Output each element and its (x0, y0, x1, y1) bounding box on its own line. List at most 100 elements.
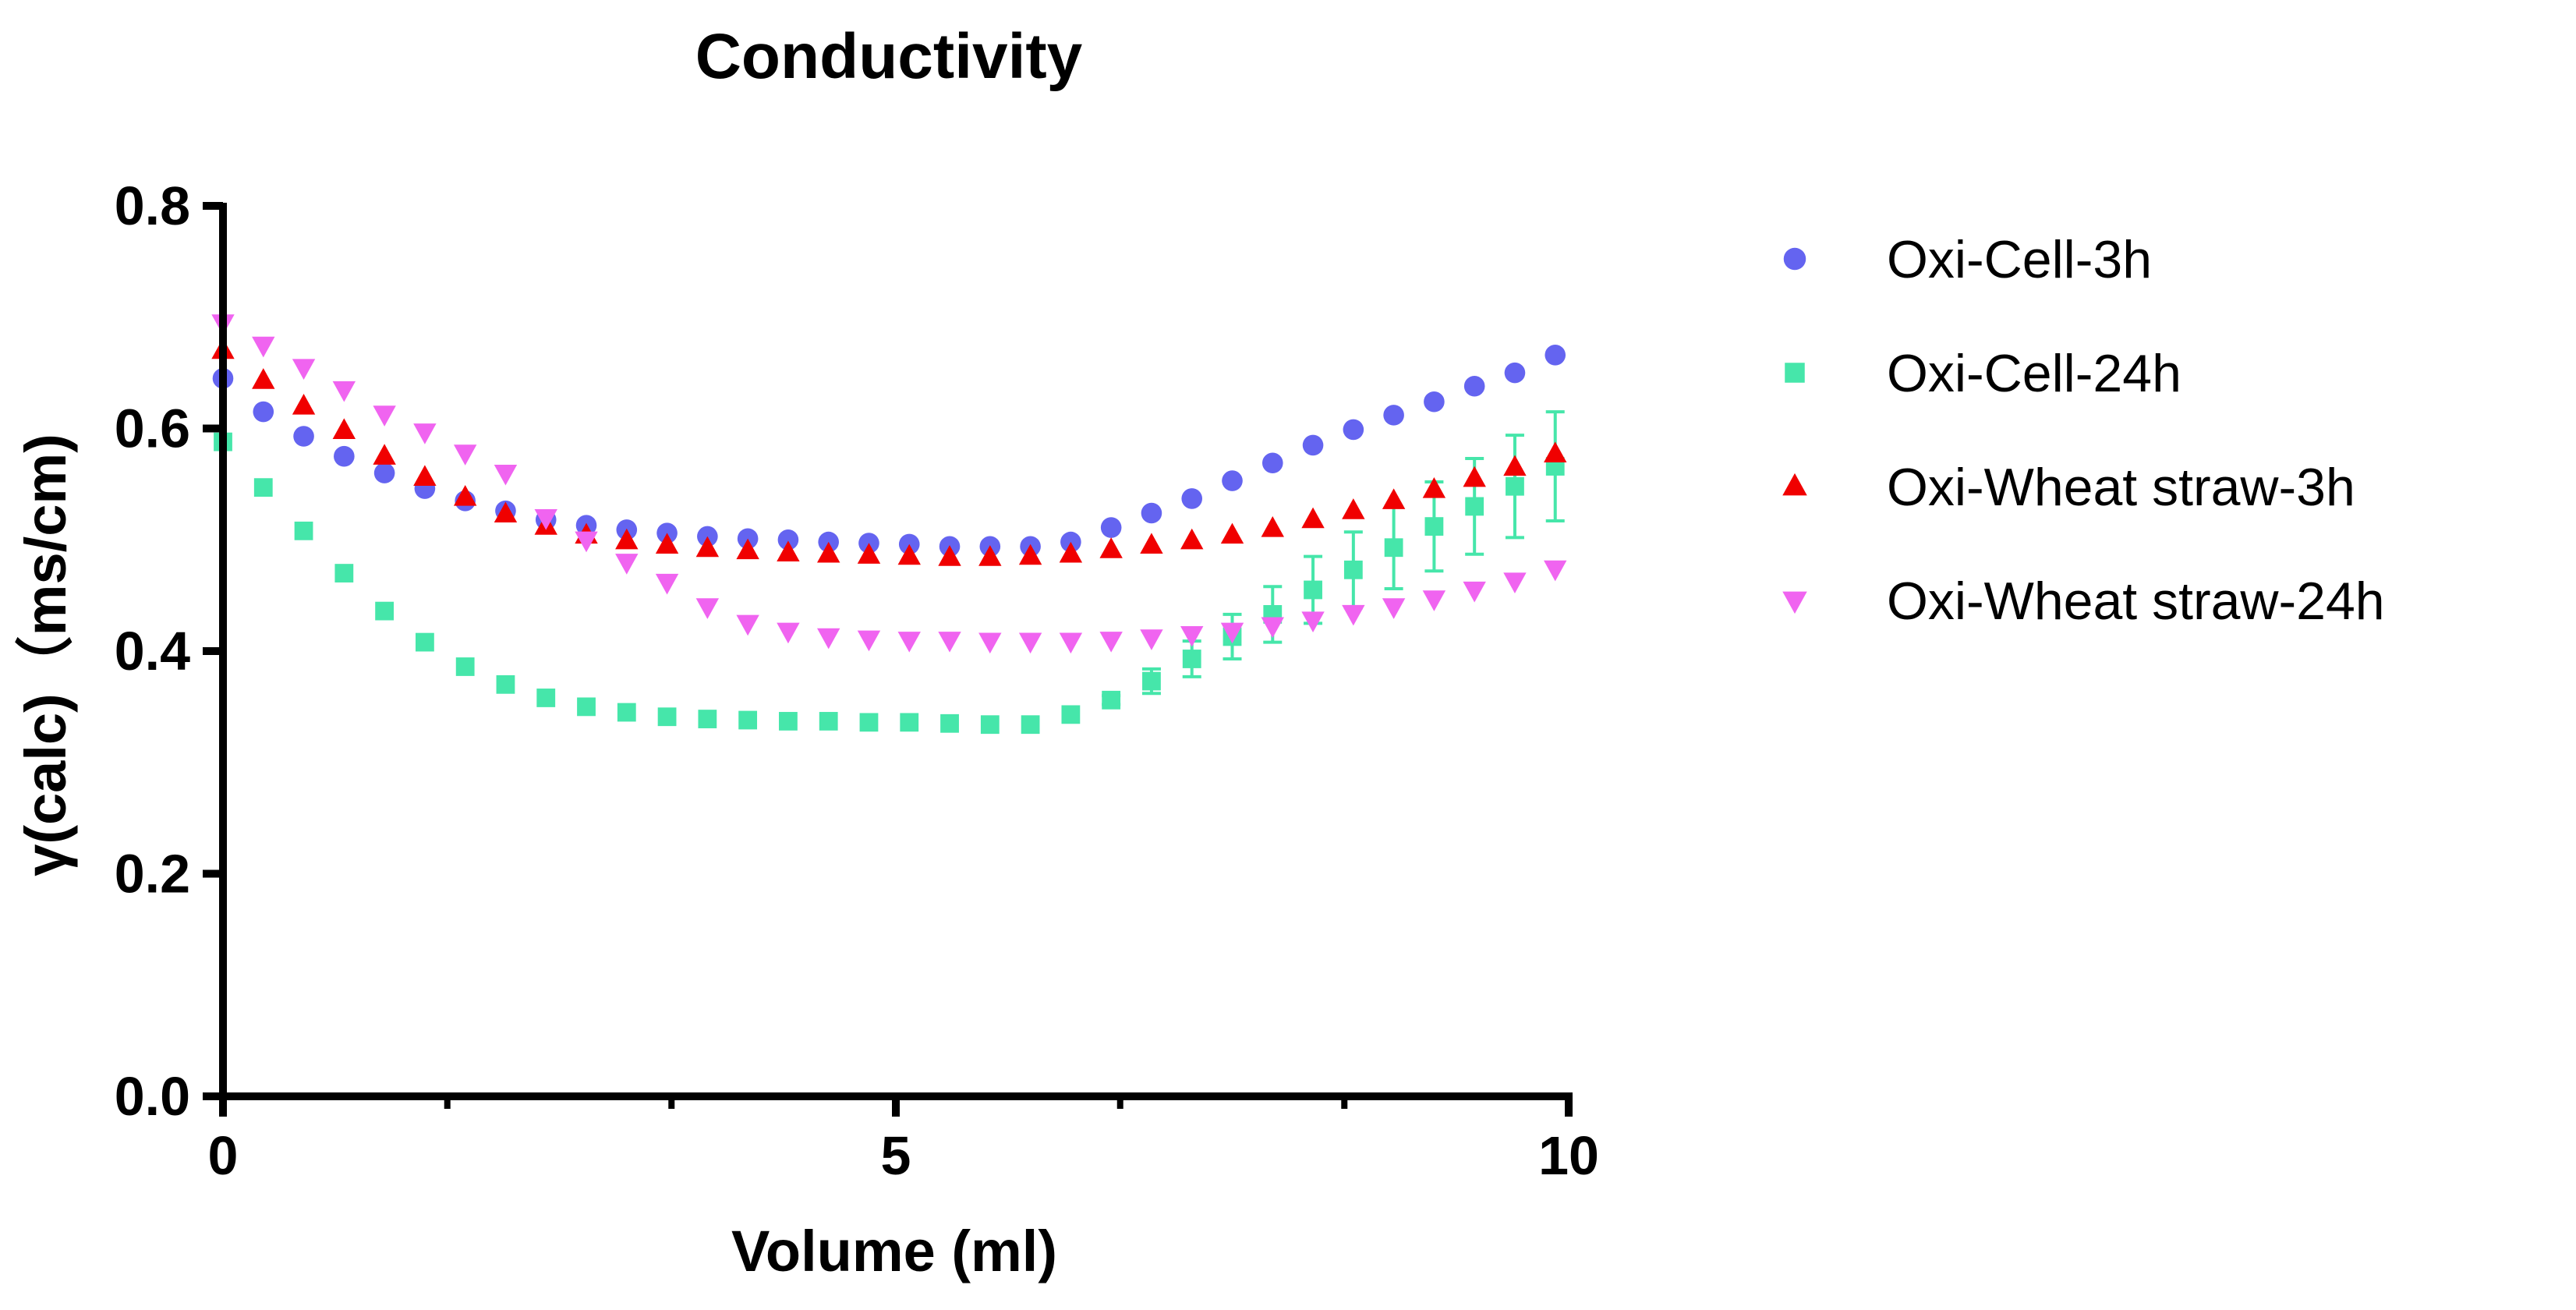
data-point (1506, 476, 1524, 496)
data-point (577, 697, 596, 717)
data-point (736, 614, 759, 636)
data-point (252, 368, 275, 389)
x-tick-label: 0 (208, 1125, 239, 1186)
data-point (1503, 455, 1527, 476)
data-point (1463, 375, 1485, 397)
data-point (1021, 715, 1040, 735)
data-point (253, 478, 273, 497)
data-point (536, 689, 556, 707)
data-point (1261, 516, 1284, 537)
data-point (978, 632, 1002, 654)
data-point (1099, 632, 1123, 653)
data-point (1504, 362, 1526, 384)
data-point (1544, 560, 1567, 582)
data-point (292, 393, 316, 415)
data-point (900, 713, 919, 732)
data-point (1181, 488, 1203, 509)
data-point (1180, 528, 1204, 550)
data-point (1382, 488, 1406, 509)
data-point (938, 545, 961, 566)
data-point (1422, 590, 1446, 611)
x-tick-label: 5 (881, 1125, 911, 1186)
data-point (897, 632, 921, 653)
data-point (1061, 705, 1081, 724)
data-point (253, 401, 274, 423)
data-point (1018, 543, 1042, 565)
data-point (575, 531, 598, 553)
y-axis-label: γ(calc)（ms/cm) (13, 434, 78, 876)
legend-label: Oxi-Wheat straw-3h (1887, 458, 2355, 517)
data-point (1424, 391, 1445, 412)
data-point (978, 545, 1002, 566)
data-point (1059, 541, 1083, 563)
y-tick-label: 0.6 (115, 398, 190, 459)
data-point (1465, 497, 1484, 516)
data-point (373, 405, 396, 427)
data-point (413, 423, 437, 444)
legend: Oxi-Cell-3h Oxi-Cell-24h Oxi-Wheat straw-3… (1782, 230, 2385, 631)
data-point (657, 707, 677, 727)
plot-area (211, 314, 1567, 735)
data-point (293, 426, 314, 447)
data-point (1422, 477, 1446, 498)
data-point (334, 564, 354, 582)
data-point (373, 462, 395, 483)
data-point (453, 485, 477, 506)
legend-label: Oxi-Wheat straw-24h (1887, 572, 2385, 631)
data-point (332, 418, 356, 439)
data-point (1463, 581, 1486, 603)
data-point (615, 554, 639, 575)
data-point (698, 710, 717, 728)
data-point (940, 713, 959, 733)
data-point (617, 703, 636, 722)
y-tick-label: 0.8 (115, 175, 190, 236)
series-3 (211, 314, 1567, 654)
data-point (1261, 617, 1284, 639)
data-point (1140, 629, 1163, 650)
data-point (779, 712, 798, 731)
data-point (375, 601, 395, 621)
data-point (777, 529, 799, 551)
data-point (1018, 632, 1042, 654)
x-axis-label: Volume (ml) (731, 1219, 1057, 1283)
x-tick-label: 10 (1538, 1125, 1599, 1186)
data-point (777, 622, 800, 644)
data-point (655, 533, 679, 554)
y-tick-label: 0.4 (115, 621, 190, 682)
data-point (294, 521, 313, 540)
data-point (1342, 604, 1365, 626)
data-point (1544, 441, 1567, 462)
data-point (980, 715, 1000, 735)
legend-label: Oxi-Cell-3h (1887, 230, 2152, 289)
data-point (1343, 419, 1364, 441)
data-point (1222, 470, 1243, 491)
data-point (1220, 622, 1244, 644)
data-point (1099, 537, 1123, 558)
data-point (1261, 452, 1283, 474)
series-0 (212, 344, 1566, 558)
legend-item: Oxi-Wheat straw-3h (1782, 458, 2355, 517)
data-point (494, 501, 518, 523)
legend-marker (1783, 247, 1806, 271)
data-point (1384, 538, 1403, 558)
data-point (1383, 405, 1404, 426)
legend-item: Oxi-Cell-3h (1783, 230, 2152, 289)
data-point (1301, 507, 1325, 529)
data-point (938, 632, 961, 653)
data-point (1302, 434, 1324, 456)
data-point (1382, 598, 1406, 619)
data-point (1100, 517, 1122, 538)
data-point (1342, 498, 1365, 519)
data-point (738, 710, 758, 730)
data-point (252, 336, 275, 358)
data-point (334, 445, 355, 467)
data-point (1220, 522, 1244, 544)
data-point (1180, 625, 1204, 647)
legend-item: Oxi-Cell-24h (1785, 344, 2181, 403)
data-point (1182, 650, 1201, 668)
data-point (534, 509, 557, 530)
chart-title: Conductivity (695, 21, 1083, 92)
data-point (857, 630, 881, 652)
data-point (1424, 517, 1444, 536)
